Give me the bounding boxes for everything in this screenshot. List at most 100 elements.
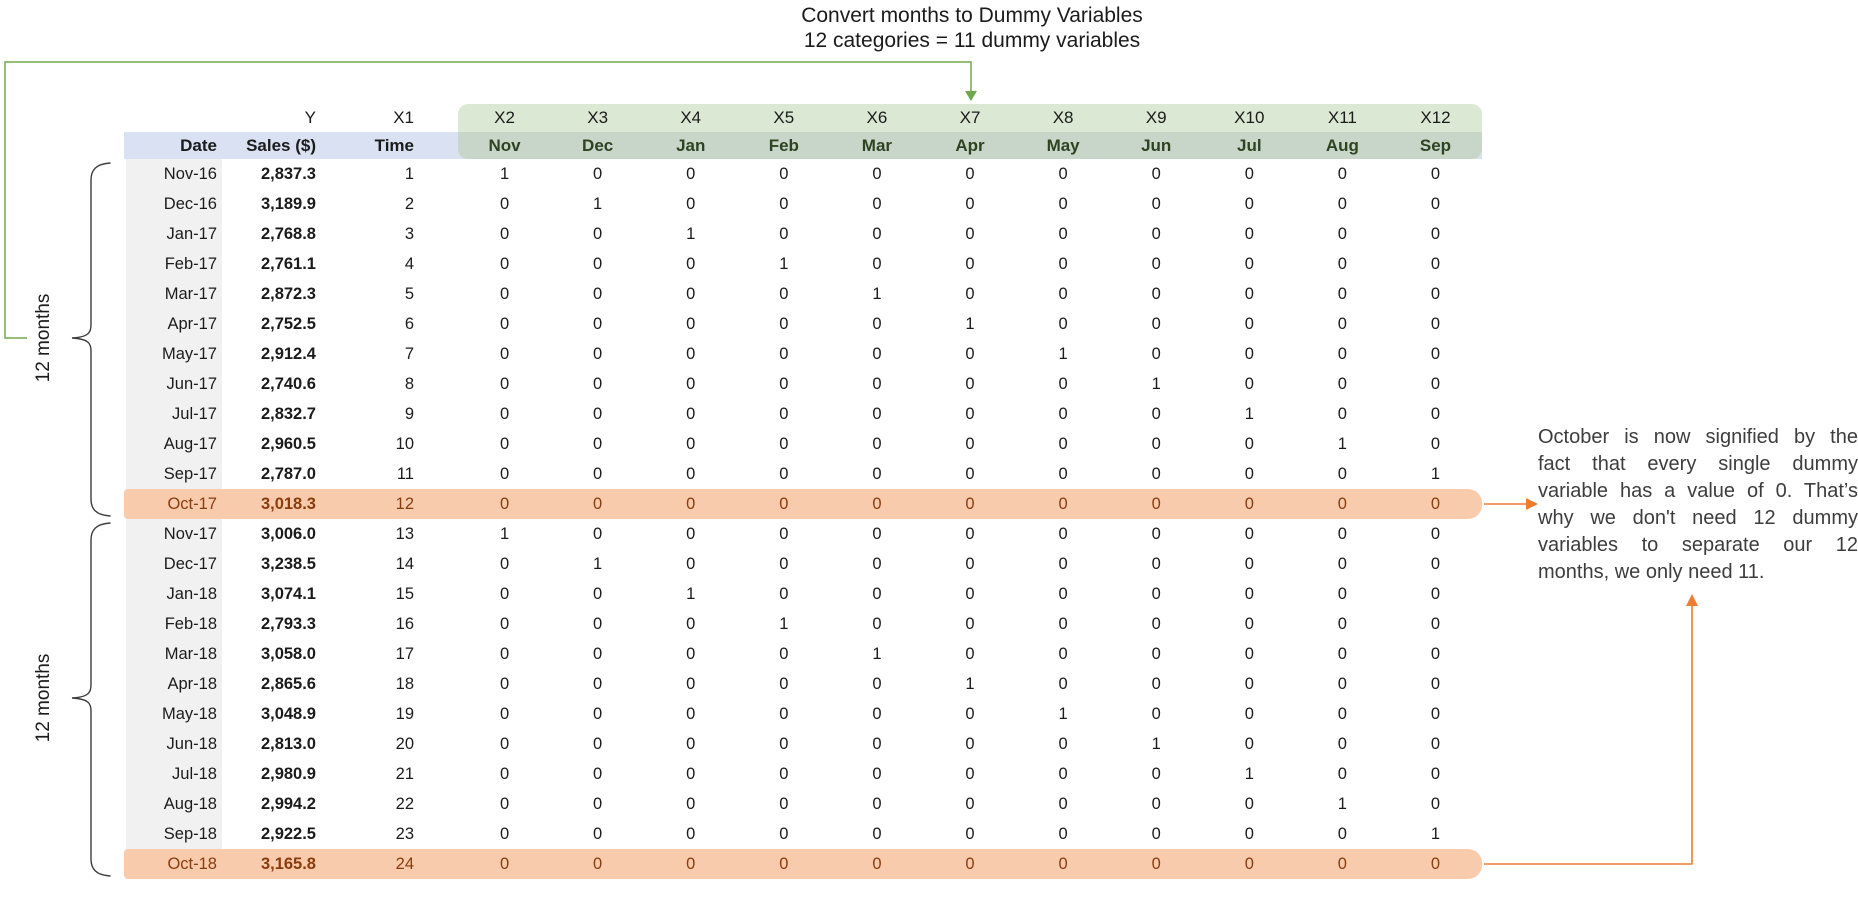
dummy-cell: 0: [965, 735, 975, 753]
dummy-cell: 1: [779, 615, 789, 633]
dummy-cell: 0: [499, 735, 510, 753]
dummy-cell: 0: [1244, 225, 1254, 243]
dummy-cell: 0: [686, 165, 696, 183]
time-cell: 6: [404, 315, 414, 333]
dummy-cell: 0: [1337, 375, 1347, 393]
time-cell: 9: [404, 405, 414, 423]
dummy-cell: 0: [1058, 195, 1068, 213]
table-row: Jun-18 2,813.0 20 0 0 0 0 0 0 0 1 0 0 0: [124, 729, 1482, 759]
sales-cell: 3,074.1: [260, 585, 316, 603]
dummy-cell: 0: [1337, 495, 1347, 513]
x-header-cell: X8: [1052, 108, 1074, 127]
dummy-cell: 0: [686, 345, 696, 363]
date-cell: Jan-18: [166, 585, 217, 603]
date-cell: Dec-17: [163, 555, 217, 573]
dummy-cell: 0: [872, 795, 882, 813]
dummy-cell: 0: [593, 855, 603, 873]
dummy-cell: 1: [686, 585, 696, 603]
dummy-cell: 0: [1337, 525, 1347, 543]
dummy-cell: 0: [779, 675, 789, 693]
dummy-cell: 0: [1430, 615, 1441, 633]
dummy-cell: 0: [779, 285, 789, 303]
dummy-cell: 1: [965, 315, 975, 333]
dummy-cell: 1: [1337, 435, 1347, 453]
date-cell: Dec-16: [163, 195, 217, 213]
dummy-cell: 0: [872, 165, 882, 183]
dummy-cell: 0: [499, 675, 510, 693]
sales-cell: 2,813.0: [260, 735, 316, 753]
dummy-cell: 0: [686, 255, 696, 273]
time-cell: 3: [404, 225, 414, 243]
dummy-cell: 1: [965, 675, 975, 693]
dummy-cell: 0: [1151, 645, 1161, 663]
dummy-cell: 0: [1337, 315, 1347, 333]
dummy-cell: 0: [965, 705, 975, 723]
title-line-2: 12 categories = 11 dummy variables: [803, 29, 1141, 52]
dummy-cell: 0: [1430, 705, 1441, 723]
dummy-cell: 0: [1337, 195, 1347, 213]
dummy-cell: 0: [1337, 345, 1347, 363]
dummy-cell: 0: [499, 255, 510, 273]
dummy-cell: 0: [1151, 765, 1161, 783]
dummy-cell: 0: [1244, 525, 1254, 543]
dummy-cell: 0: [1430, 495, 1441, 513]
dummy-cell: 0: [1058, 405, 1068, 423]
dummy-cell: 0: [1337, 705, 1347, 723]
dummy-cell: 0: [499, 765, 510, 783]
table-row: May-17 2,912.4 7 0 0 0 0 0 0 1 0 0 0 0: [124, 339, 1482, 369]
dummy-cell: 0: [499, 315, 510, 333]
date-cell: Jun-17: [166, 375, 217, 393]
dummy-cell: 0: [965, 795, 975, 813]
dummy-cell: 0: [1244, 195, 1254, 213]
dummy-cell: 0: [1244, 615, 1254, 633]
time-cell: 8: [404, 375, 414, 393]
dummy-cell: 0: [686, 795, 696, 813]
table-row: Dec-17 3,238.5 14 0 1 0 0 0 0 0 0 0 0 0: [124, 549, 1482, 579]
time-cell: 19: [395, 705, 414, 723]
dummy-cell: 0: [593, 675, 603, 693]
dummy-cell: 0: [1151, 195, 1161, 213]
date-cell: Oct-18: [167, 855, 217, 873]
dummy-cell: 0: [779, 165, 789, 183]
sales-cell: 2,865.6: [260, 675, 316, 693]
date-cell: Jan-17: [166, 225, 217, 243]
date-cell: Jun-18: [166, 735, 217, 753]
dummy-cell: 0: [499, 705, 510, 723]
orange-arrowhead-right-icon: [1526, 498, 1538, 510]
dummy-cell: 0: [965, 165, 975, 183]
sales-cell: 2,768.8: [260, 225, 316, 243]
dummy-cell: 0: [1337, 675, 1347, 693]
table-row: Jan-18 3,074.1 15 0 0 1 0 0 0 0 0 0 0 0: [124, 579, 1482, 609]
date-column-background: [126, 159, 222, 879]
dummy-cell: 1: [1151, 735, 1161, 753]
table-row: Nov-17 3,006.0 13 1 0 0 0 0 0 0 0 0 0 0: [124, 519, 1482, 549]
x-header-cell: X12: [1420, 108, 1451, 127]
table-row: Jul-18 2,980.9 21 0 0 0 0 0 0 0 0 1 0 0: [124, 759, 1482, 789]
dummy-cell: 0: [1430, 345, 1441, 363]
dummy-cell: 0: [1337, 405, 1347, 423]
x-header-cell: X2: [494, 108, 515, 127]
sales-cell: 3,189.9: [260, 195, 316, 213]
dummy-cell: 0: [965, 615, 975, 633]
dummy-cell: 0: [1337, 645, 1347, 663]
dummy-cell: 0: [1244, 345, 1254, 363]
sales-cell: 3,048.9: [260, 705, 316, 723]
dummy-cell: 0: [1244, 705, 1254, 723]
dummy-cell: 0: [1337, 825, 1347, 843]
dummy-cell: 0: [872, 495, 882, 513]
time-cell: 16: [395, 615, 414, 633]
dummy-cell: 0: [686, 645, 696, 663]
variable-header-row: Y X1 X2 X3 X4 X5 X6 X7 X8 X9 X10 X11 X12: [124, 104, 1482, 132]
dummy-cell: 0: [1151, 405, 1161, 423]
note-line: variables to separate our 12: [1538, 534, 1858, 556]
dummy-cell: 0: [1151, 525, 1161, 543]
dummy-cell: 0: [1058, 435, 1068, 453]
column-header-row: Date Sales ($) Time Nov Dec Jan Feb Mar Apr Ma…: [124, 132, 1482, 159]
dummy-cell: 0: [1244, 165, 1254, 183]
dummy-cell: 0: [1151, 615, 1161, 633]
sales-cell: 2,832.7: [260, 405, 316, 423]
dummy-cell: 1: [593, 195, 603, 213]
dummy-cell: 0: [1058, 495, 1068, 513]
